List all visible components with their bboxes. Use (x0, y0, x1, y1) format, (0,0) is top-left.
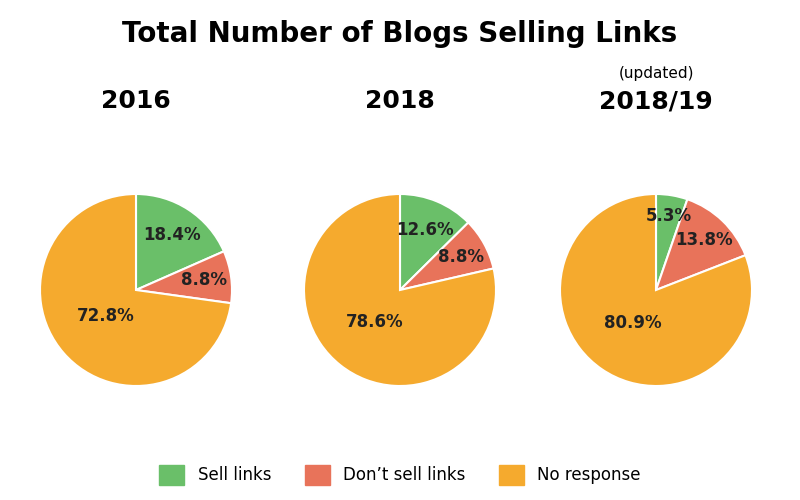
Text: 8.8%: 8.8% (438, 248, 483, 266)
Wedge shape (400, 194, 468, 290)
Text: Total Number of Blogs Selling Links: Total Number of Blogs Selling Links (122, 20, 678, 48)
Text: 2018/19: 2018/19 (599, 89, 713, 113)
Text: 8.8%: 8.8% (182, 272, 227, 289)
Text: 2016: 2016 (101, 89, 171, 113)
Text: 18.4%: 18.4% (143, 226, 201, 244)
Wedge shape (304, 194, 496, 386)
Wedge shape (656, 200, 746, 290)
Wedge shape (136, 252, 232, 303)
Text: 72.8%: 72.8% (77, 308, 134, 326)
Wedge shape (560, 194, 752, 386)
Wedge shape (400, 222, 494, 290)
Text: 2018: 2018 (365, 89, 435, 113)
Text: 80.9%: 80.9% (605, 314, 662, 332)
Wedge shape (40, 194, 231, 386)
Wedge shape (136, 194, 224, 290)
Text: 5.3%: 5.3% (646, 207, 691, 225)
Text: 12.6%: 12.6% (396, 221, 454, 239)
Legend: Sell links, Don’t sell links, No response: Sell links, Don’t sell links, No respons… (153, 458, 647, 492)
Text: 13.8%: 13.8% (675, 231, 733, 249)
Wedge shape (656, 194, 687, 290)
Text: 78.6%: 78.6% (346, 312, 404, 330)
Text: (updated): (updated) (618, 66, 694, 80)
